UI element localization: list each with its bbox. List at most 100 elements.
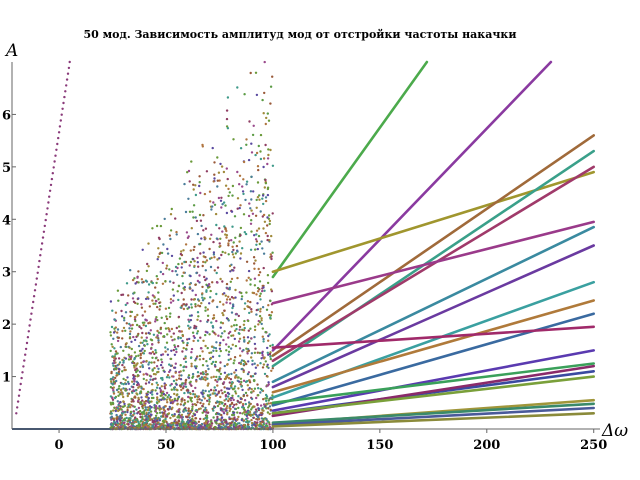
noise-point (234, 288, 237, 292)
noise-point (196, 318, 199, 321)
noise-point (149, 391, 152, 394)
noise-point (244, 232, 248, 236)
steep-series-point (56, 142, 59, 146)
noise-point (237, 340, 241, 343)
noise-point (176, 424, 179, 427)
noise-point (256, 421, 259, 424)
noise-point (218, 375, 221, 379)
noise-point (136, 302, 139, 305)
noise-point (154, 286, 157, 289)
noise-point (245, 347, 248, 350)
noise-point (112, 392, 116, 395)
noise-point (193, 264, 196, 268)
noise-point (245, 138, 248, 141)
noise-point (126, 408, 129, 412)
noise-point (237, 395, 240, 398)
noise-point (262, 112, 265, 115)
noise-point (139, 352, 142, 356)
noise-point (221, 280, 224, 283)
noise-point (247, 329, 250, 332)
noise-point (263, 186, 266, 189)
noise-point (195, 219, 199, 223)
noise-point (116, 422, 120, 425)
noise-point (185, 344, 189, 347)
noise-point (153, 352, 156, 356)
noise-point (210, 362, 213, 365)
noise-point (199, 191, 202, 195)
noise-point (247, 269, 251, 273)
noise-point (135, 408, 138, 411)
noise-point (261, 98, 264, 102)
noise-point (257, 407, 260, 410)
noise-point (231, 387, 235, 391)
noise-point (128, 336, 132, 339)
noise-point (141, 365, 145, 369)
noise-point (223, 330, 226, 333)
noise-point (266, 157, 270, 160)
noise-point (255, 308, 258, 312)
noise-point (118, 368, 121, 371)
noise-point (110, 325, 114, 329)
noise-point (177, 325, 181, 328)
noise-point (191, 331, 195, 334)
noise-point (218, 344, 221, 347)
noise-point (159, 363, 163, 367)
noise-point (235, 403, 238, 406)
noise-point (192, 248, 195, 252)
noise-point (133, 361, 136, 365)
noise-point (262, 417, 265, 421)
noise-point (159, 270, 162, 274)
noise-point (245, 143, 248, 146)
noise-point (190, 160, 193, 163)
noise-point (190, 365, 193, 368)
noise-point (153, 361, 156, 364)
steep-series-point (23, 359, 26, 362)
noise-point (166, 252, 170, 255)
noise-point (165, 341, 169, 344)
noise-point (209, 388, 213, 392)
noise-point (166, 348, 169, 351)
x-tick-label: 0 (55, 438, 64, 453)
noise-point (156, 359, 160, 362)
noise-point (186, 420, 190, 423)
noise-point (130, 400, 133, 403)
noise-point (222, 170, 226, 174)
noise-point (157, 400, 161, 403)
steep-series-point (50, 177, 54, 181)
noise-point (137, 383, 140, 386)
noise-point (126, 380, 130, 384)
noise-point (123, 366, 126, 369)
noise-point (245, 279, 248, 282)
noise-point (225, 109, 229, 112)
noise-point (224, 408, 227, 411)
noise-point (169, 395, 172, 399)
noise-point (128, 332, 132, 336)
noise-point (225, 229, 228, 233)
noise-point (262, 266, 265, 270)
noise-point (208, 302, 211, 305)
noise-point (230, 401, 234, 405)
noise-point (207, 283, 211, 286)
noise-point (228, 288, 231, 291)
noise-point (229, 357, 232, 361)
noise-point (124, 329, 127, 332)
noise-point (200, 224, 203, 228)
series-line-22 (271, 411, 596, 428)
noise-point (253, 277, 257, 280)
noise-point (131, 323, 134, 327)
noise-point (160, 385, 163, 388)
noise-point (194, 216, 197, 219)
noise-point (171, 339, 174, 342)
noise-point (154, 299, 158, 303)
noise-point (121, 410, 125, 413)
noise-point (269, 102, 272, 105)
noise-point (111, 309, 114, 312)
noise-point (175, 421, 178, 424)
noise-point (197, 420, 201, 423)
noise-point (149, 378, 152, 381)
noise-point (214, 379, 217, 382)
y-tick-label: 2 (2, 318, 11, 333)
noise-point (130, 310, 134, 314)
noise-point (144, 324, 148, 328)
noise-point (181, 350, 184, 353)
